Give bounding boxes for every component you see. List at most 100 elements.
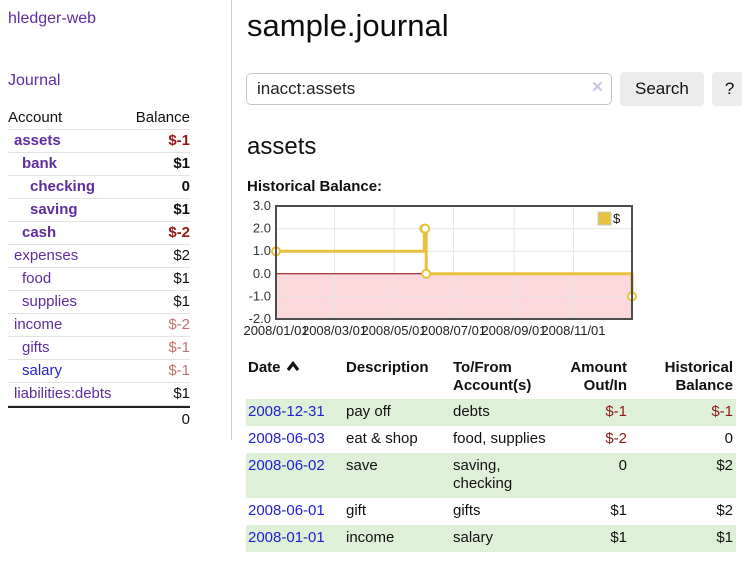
transaction-amount: 0 — [560, 453, 630, 498]
account-row: supplies $1 — [8, 291, 190, 314]
date-column-header[interactable]: Date — [246, 357, 344, 399]
search-button[interactable]: Search — [620, 72, 704, 106]
transaction-accounts: saving, checking — [451, 453, 560, 498]
account-link-bank[interactable]: bank — [22, 155, 58, 172]
sort-ascending-caret-icon — [286, 360, 299, 371]
account-row: gifts $-1 — [8, 337, 190, 360]
transaction-description: eat & shop — [346, 430, 418, 447]
historical-balance-chart[interactable]: $3.0 2.0 1.0 0.0 -1.0 -2.0 2008/01/01 2008/03/0… — [243, 198, 742, 343]
svg-text:3.0: 3.0 — [253, 198, 271, 213]
account-row: salary $-1 — [8, 360, 190, 383]
transaction-balance: $2 — [630, 453, 736, 498]
account-balance: $1 — [173, 155, 190, 172]
accounts-total-value: 0 — [181, 411, 190, 428]
transaction-accounts: food, supplies — [453, 430, 546, 447]
svg-text:$: $ — [613, 211, 621, 226]
transaction-accounts: gifts — [453, 502, 481, 519]
help-button[interactable]: ? — [711, 72, 742, 106]
account-link-food[interactable]: food — [22, 270, 52, 287]
clear-search-icon[interactable]: × — [591, 77, 603, 98]
svg-text:-1.0: -1.0 — [249, 288, 271, 303]
accounts-total-row: 0 — [8, 406, 190, 431]
transaction-description: save — [344, 453, 451, 498]
accounts-table: Account Balance assets $-1 bank $1 check… — [8, 107, 190, 431]
transaction-description: income — [344, 525, 451, 552]
svg-text:2008/01/01: 2008/01/01 — [243, 323, 308, 338]
account-column-header: Account — [8, 109, 63, 126]
svg-text:2008/07/01: 2008/07/01 — [421, 323, 486, 338]
chart-canvas: $3.0 2.0 1.0 0.0 -1.0 -2.02008/01/012008/03/0… — [243, 198, 637, 338]
register-row[interactable]: 2008-06-02 save saving, checking 0 $2 — [246, 453, 736, 498]
transaction-amount: $-1 — [560, 399, 630, 426]
balance-column-header: Historical Balance — [664, 359, 733, 394]
chart-title: Historical Balance: — [247, 178, 383, 195]
register-header-row: Date Description To/From Account(s) Amou… — [246, 357, 736, 399]
journal-nav: Journal — [8, 72, 221, 90]
register-row[interactable]: 2008-06-01 gift gifts $1 $2 — [246, 498, 736, 525]
transaction-balance: $-1 — [630, 399, 736, 426]
account-balance: $-2 — [168, 224, 190, 241]
account-link-salary[interactable]: salary — [22, 362, 63, 379]
svg-text:-2.0: -2.0 — [249, 311, 271, 326]
account-column-header: To/From Account(s) — [453, 359, 532, 394]
transaction-amount: $1 — [610, 502, 627, 519]
app-brand: hledger-web — [8, 10, 221, 28]
svg-text:2008/05/01: 2008/05/01 — [361, 323, 426, 338]
account-link-supplies[interactable]: supplies — [22, 293, 78, 310]
register-row[interactable]: 2008-01-01 income salary $1 $1 — [246, 525, 736, 552]
svg-text:2008/09/01: 2008/09/01 — [481, 323, 546, 338]
transaction-amount: $1 — [560, 525, 630, 552]
transaction-date-link[interactable]: 2008-06-01 — [248, 502, 325, 519]
account-row: food $1 — [8, 268, 190, 291]
brand-link[interactable]: hledger-web — [8, 10, 97, 27]
page-title: sample.journal — [247, 8, 449, 43]
transaction-balance: 0 — [724, 430, 733, 447]
svg-text:2008/11/01: 2008/11/01 — [541, 323, 605, 338]
transaction-accounts: salary — [451, 525, 560, 552]
register-row[interactable]: 2008-12-31 pay off debts $-1 $-1 — [246, 399, 736, 426]
account-link-checking[interactable]: checking — [30, 178, 96, 195]
transaction-date-link[interactable]: 2008-12-31 — [248, 403, 325, 420]
account-balance: $1 — [173, 293, 190, 310]
account-row: income $-2 — [8, 314, 190, 337]
account-balance: 0 — [181, 178, 190, 195]
transaction-description: pay off — [344, 399, 451, 426]
account-link-assets[interactable]: assets — [14, 132, 61, 149]
account-balance: $2 — [173, 247, 190, 264]
sidebar-item-journal[interactable]: Journal — [8, 72, 61, 89]
search-input[interactable] — [246, 73, 612, 105]
transaction-description: gift — [346, 502, 367, 519]
description-column-header: Description — [346, 359, 429, 376]
account-row: expenses $2 — [8, 245, 190, 268]
account-balance: $1 — [173, 201, 190, 218]
transaction-balance: $1 — [630, 525, 736, 552]
svg-text:2.0: 2.0 — [253, 221, 271, 236]
search-form: × Search ? — [246, 72, 742, 106]
account-heading: assets — [247, 133, 317, 160]
account-row: saving $1 — [8, 199, 190, 222]
account-link-liabilities-debts[interactable]: liabilities:debts — [14, 385, 112, 402]
balance-column-header: Balance — [135, 109, 190, 126]
account-link-gifts[interactable]: gifts — [22, 339, 50, 356]
account-row: checking 0 — [8, 176, 190, 199]
transaction-date-link[interactable]: 2008-06-03 — [248, 430, 325, 447]
account-balance: $-2 — [168, 316, 190, 333]
transaction-balance: $2 — [716, 502, 733, 519]
account-balance: $1 — [173, 270, 190, 287]
transaction-date-link[interactable]: 2008-01-01 — [248, 529, 325, 546]
register-row[interactable]: 2008-06-03 eat & shop food, supplies $-2… — [246, 426, 736, 453]
account-link-cash[interactable]: cash — [22, 224, 57, 241]
account-row: cash $-2 — [8, 222, 190, 245]
account-balance: $-1 — [168, 339, 190, 356]
account-row: assets $-1 — [8, 130, 190, 153]
transaction-date-link[interactable]: 2008-06-02 — [248, 457, 325, 474]
register-table: Date Description To/From Account(s) Amou… — [246, 357, 736, 552]
amount-column-header: Amount Out/In — [570, 359, 627, 394]
accounts-table-header: Account Balance — [8, 107, 190, 130]
account-link-expenses[interactable]: expenses — [14, 247, 79, 264]
transaction-accounts: debts — [451, 399, 560, 426]
account-link-saving[interactable]: saving — [30, 201, 78, 218]
transaction-amount: $-2 — [605, 430, 627, 447]
account-row: bank $1 — [8, 153, 190, 176]
account-link-income[interactable]: income — [14, 316, 63, 333]
